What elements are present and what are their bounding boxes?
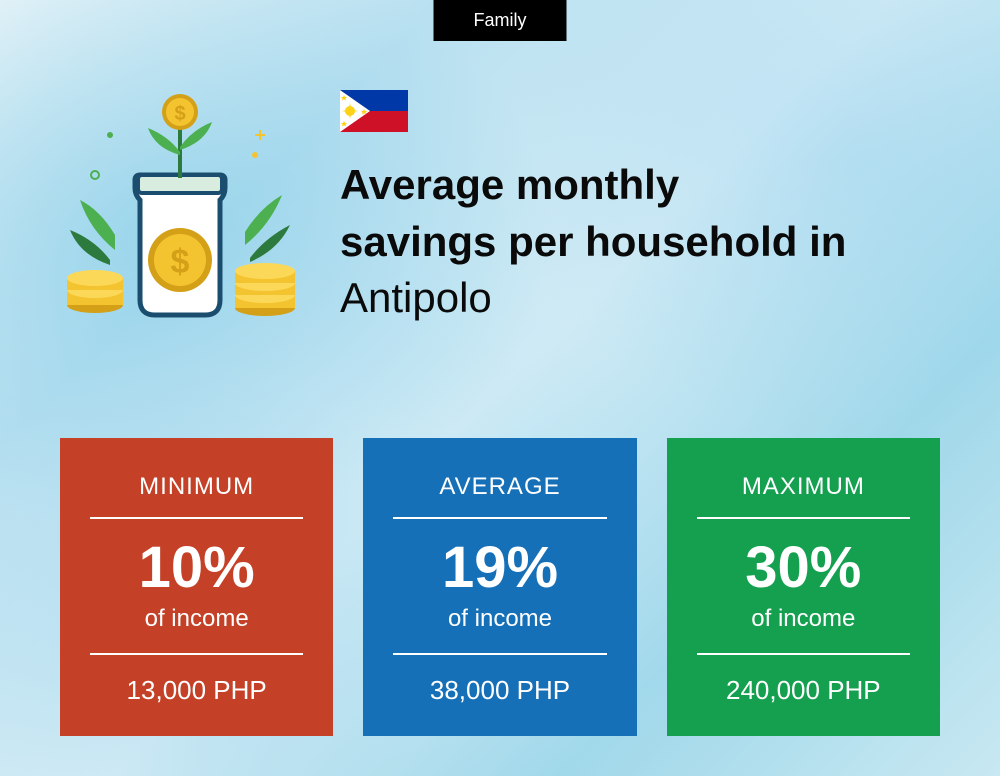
coin-stack-left <box>67 270 123 313</box>
card-amount: 13,000 PHP <box>90 675 303 706</box>
title-line-1: Average monthly <box>340 161 679 208</box>
card-percent: 30% <box>697 539 910 597</box>
coin-stack-right <box>235 263 295 316</box>
category-label: Family <box>474 10 527 30</box>
savings-illustration: $ $ <box>60 90 300 330</box>
card-sublabel: of income <box>393 605 606 655</box>
card-average: AVERAGE 19% of income 38,000 PHP <box>363 438 636 736</box>
stats-cards: MINIMUM 10% of income 13,000 PHP AVERAGE… <box>60 438 940 736</box>
title-block: Average monthly savings per household in… <box>340 90 940 327</box>
svg-text:$: $ <box>171 243 190 281</box>
svg-text:$: $ <box>174 103 185 125</box>
title-location: Antipolo <box>340 274 492 321</box>
card-amount: 38,000 PHP <box>393 675 606 706</box>
card-sublabel: of income <box>697 605 910 655</box>
card-percent: 19% <box>393 539 606 597</box>
plant: $ <box>148 94 212 178</box>
card-minimum: MINIMUM 10% of income 13,000 PHP <box>60 438 333 736</box>
card-label: MINIMUM <box>90 473 303 519</box>
card-sublabel: of income <box>90 605 303 655</box>
card-percent: 10% <box>90 539 303 597</box>
card-maximum: MAXIMUM 30% of income 240,000 PHP <box>667 438 940 736</box>
philippines-flag-icon <box>340 90 408 132</box>
card-label: AVERAGE <box>393 473 606 519</box>
card-amount: 240,000 PHP <box>697 675 910 706</box>
page-title: Average monthly savings per household in… <box>340 157 940 327</box>
jar: $ <box>135 175 225 315</box>
category-badge: Family <box>434 0 567 41</box>
title-line-2: savings per household in <box>340 218 846 265</box>
header-section: $ $ <box>60 90 940 330</box>
card-label: MAXIMUM <box>697 473 910 519</box>
